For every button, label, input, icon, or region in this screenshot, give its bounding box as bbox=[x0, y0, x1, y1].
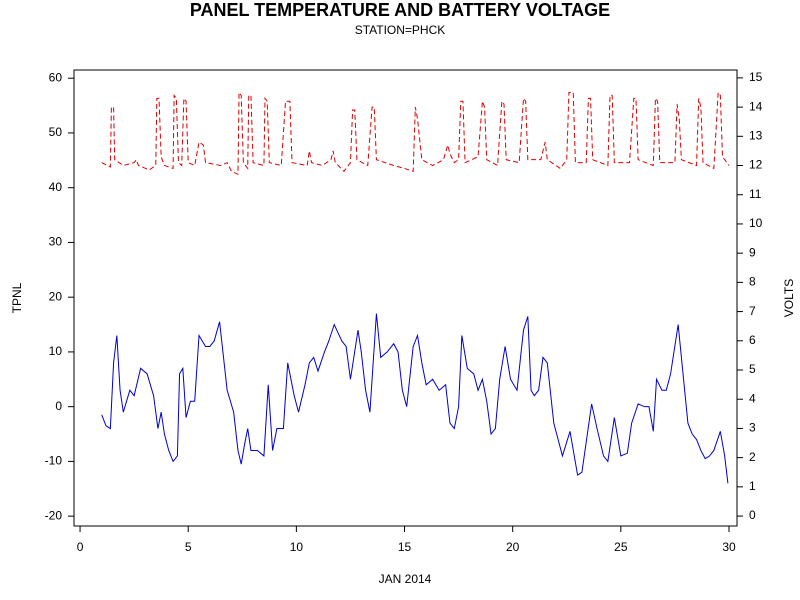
x-tick-label: 0 bbox=[77, 540, 84, 554]
y-tick-label: -20 bbox=[45, 508, 63, 522]
y2-tick-label: 15 bbox=[749, 70, 763, 84]
chart-title: PANEL TEMPERATURE AND BATTERY VOLTAGE bbox=[190, 0, 610, 20]
y2-tick-label: 2 bbox=[749, 450, 756, 464]
y2-tick-label: 4 bbox=[749, 391, 756, 405]
y2-tick-label: 12 bbox=[749, 158, 763, 172]
y-tick-label: 20 bbox=[49, 289, 63, 303]
y2-tick-label: 1 bbox=[749, 479, 756, 493]
y2-tick-label: 5 bbox=[749, 362, 756, 376]
y2-tick-label: 14 bbox=[749, 99, 763, 113]
x-tick-label: 10 bbox=[290, 540, 304, 554]
y2-tick-label: 7 bbox=[749, 304, 756, 318]
y2-tick-label: 3 bbox=[749, 421, 756, 435]
y-tick-label: -10 bbox=[45, 454, 63, 468]
y2-tick-label: 6 bbox=[749, 333, 756, 347]
series-line bbox=[101, 90, 730, 176]
y2-axis-label: VOLTS bbox=[782, 279, 796, 317]
y2-tick-label: 8 bbox=[749, 275, 756, 289]
series-line bbox=[101, 313, 729, 484]
y-axis-label: TPNL bbox=[10, 282, 24, 313]
y2-tick-label: 10 bbox=[749, 216, 763, 230]
chart-subtitle: STATION=PHCK bbox=[355, 23, 446, 37]
x-tick-label: 5 bbox=[185, 540, 192, 554]
y-tick-label: 10 bbox=[49, 344, 63, 358]
y2-tick-label: 11 bbox=[749, 187, 762, 201]
x-tick-label: 15 bbox=[398, 540, 412, 554]
y-tick-label: 30 bbox=[49, 235, 63, 249]
y-tick-label: 0 bbox=[55, 399, 62, 413]
plot-frame bbox=[73, 69, 738, 527]
x-axis-label: JAN 2014 bbox=[379, 572, 432, 586]
y-tick-label: 60 bbox=[49, 70, 63, 84]
y2-tick-label: 0 bbox=[749, 508, 756, 522]
x-tick-label: 30 bbox=[722, 540, 736, 554]
x-tick-label: 25 bbox=[614, 540, 628, 554]
y-tick-label: 40 bbox=[49, 180, 63, 194]
y-tick-label: 50 bbox=[49, 125, 63, 139]
x-tick-label: 20 bbox=[506, 540, 520, 554]
y2-tick-label: 9 bbox=[749, 245, 756, 259]
y2-tick-label: 13 bbox=[749, 128, 763, 142]
